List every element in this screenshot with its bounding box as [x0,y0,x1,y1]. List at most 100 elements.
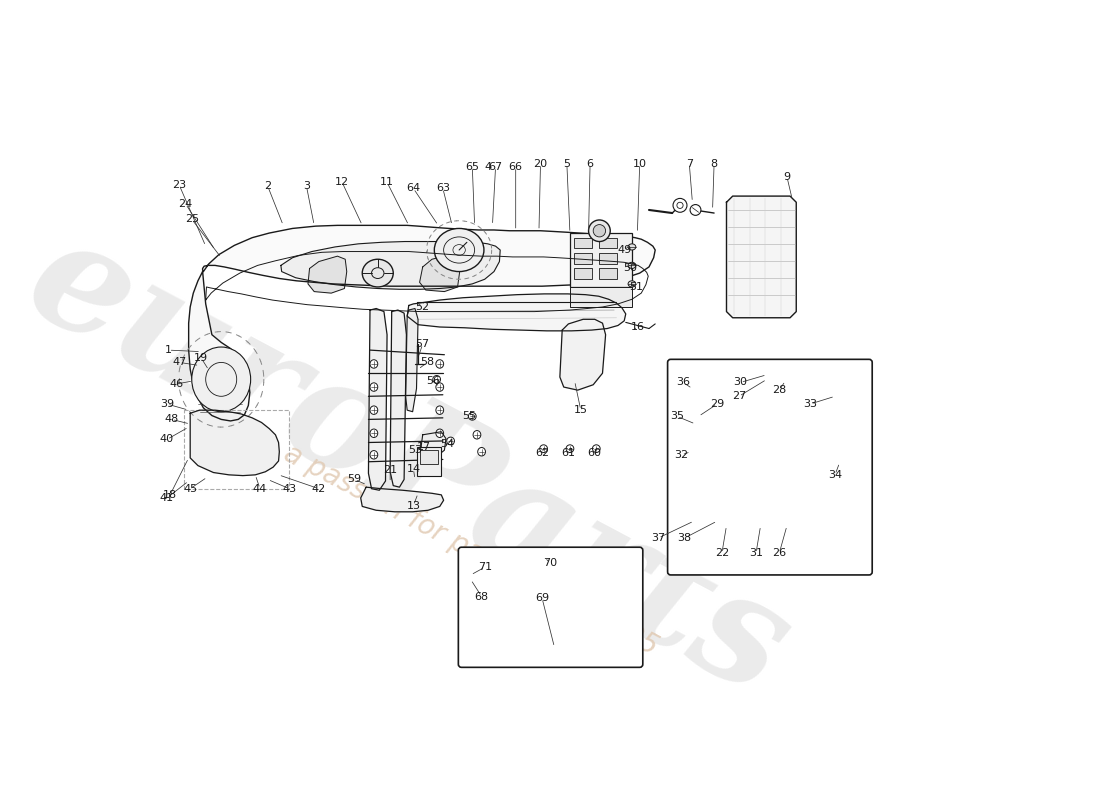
Text: 36: 36 [676,378,690,387]
Text: 31: 31 [749,548,763,558]
Text: 65: 65 [465,162,480,172]
Text: 7: 7 [685,158,693,169]
Text: 19: 19 [194,353,208,363]
Text: 13: 13 [406,501,420,510]
Text: 39: 39 [160,399,174,409]
Text: 59: 59 [348,474,362,485]
Text: 57: 57 [416,339,430,349]
Ellipse shape [593,445,601,453]
Text: 70: 70 [542,558,557,568]
Text: 68: 68 [474,591,488,602]
Ellipse shape [688,513,697,523]
Bar [786,441,826,454]
Ellipse shape [436,429,443,438]
Bar [547,647,565,655]
Bar [786,459,826,472]
Text: 26: 26 [772,548,786,558]
Bar [598,238,617,249]
Bar [684,387,768,532]
Text: 49: 49 [617,245,631,255]
Bar [570,647,589,655]
Text: 12: 12 [336,178,349,187]
Ellipse shape [481,586,488,592]
Text: 66: 66 [508,162,522,172]
Ellipse shape [447,437,454,445]
Text: 53: 53 [408,445,422,455]
Ellipse shape [514,586,521,592]
Ellipse shape [588,220,610,242]
Text: 52: 52 [416,302,430,312]
Ellipse shape [436,383,443,391]
Polygon shape [390,310,406,487]
Polygon shape [560,319,606,390]
Bar [543,559,629,644]
Ellipse shape [540,445,548,453]
Ellipse shape [370,360,377,368]
Text: 54: 54 [440,439,454,449]
Text: 15: 15 [574,405,587,415]
Text: 2: 2 [264,181,272,191]
Text: 23: 23 [173,180,186,190]
Text: 25: 25 [185,214,199,224]
Text: 51: 51 [629,282,644,292]
Text: 9: 9 [783,172,791,182]
Text: 63: 63 [436,183,450,194]
Text: 61: 61 [561,448,575,458]
Text: 45: 45 [183,484,197,494]
Ellipse shape [593,225,606,237]
Text: 14: 14 [406,464,420,474]
Text: 41: 41 [160,493,174,503]
Bar [786,404,826,416]
Text: 40: 40 [160,434,174,445]
Text: 56: 56 [427,376,440,386]
Text: 28: 28 [772,385,786,395]
Bar [598,253,617,264]
Bar [786,386,826,398]
Bar [784,378,832,526]
Text: 34: 34 [828,470,843,480]
Polygon shape [726,196,796,318]
Ellipse shape [370,450,377,459]
Polygon shape [308,256,346,293]
Bar [574,269,593,279]
Text: 1: 1 [165,345,172,355]
Ellipse shape [370,406,377,414]
Ellipse shape [701,414,708,422]
Ellipse shape [370,429,377,438]
Polygon shape [834,376,850,524]
Ellipse shape [469,413,476,420]
Polygon shape [189,271,250,421]
Text: 20: 20 [534,158,548,169]
Text: 16: 16 [631,322,646,332]
Text: 18: 18 [163,490,177,500]
Ellipse shape [492,586,499,592]
Text: 11: 11 [381,178,394,187]
Ellipse shape [436,360,443,368]
Ellipse shape [628,262,636,269]
Ellipse shape [673,198,688,212]
Bar [593,647,612,655]
Bar [471,561,532,599]
Ellipse shape [483,562,505,581]
Text: 62: 62 [535,448,549,458]
Text: 10: 10 [632,158,647,169]
Polygon shape [280,242,500,290]
Text: a passion for parts since 1985: a passion for parts since 1985 [279,439,662,661]
Ellipse shape [628,244,636,250]
Text: 50: 50 [624,263,637,274]
Text: 29: 29 [711,399,724,409]
Bar [468,558,536,657]
Text: 32: 32 [674,450,689,460]
Bar [598,269,617,279]
Text: 71: 71 [477,562,492,572]
Text: 22: 22 [715,548,729,558]
Text: euroParts: euroParts [4,203,813,728]
Polygon shape [368,309,387,490]
Bar [474,606,508,621]
Text: 8: 8 [711,158,717,169]
Bar [574,253,593,264]
FancyBboxPatch shape [668,359,872,575]
Bar [570,287,631,307]
Ellipse shape [566,445,574,453]
Bar [540,557,631,658]
